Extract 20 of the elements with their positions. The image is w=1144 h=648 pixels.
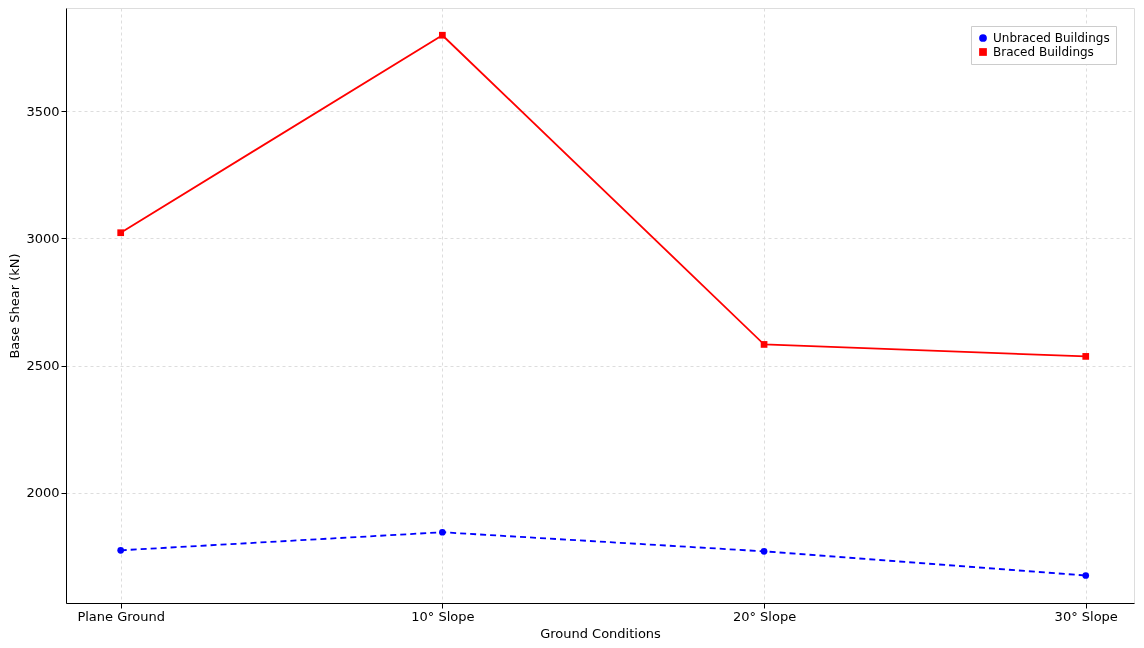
point: [439, 31, 446, 39]
x-tick-label: 20° Slope: [732, 608, 797, 624]
y-tick-label: 2000: [26, 485, 60, 501]
point: [439, 528, 446, 536]
point: [1082, 572, 1090, 579]
legend-label: Braced Buildings: [993, 45, 1094, 59]
x-tick-label: 10° Slope: [411, 608, 475, 624]
y-tick-label: 2500: [26, 358, 60, 374]
point: [117, 546, 125, 554]
x-tick-label: 30° Slope: [1054, 608, 1118, 624]
point: [760, 341, 768, 348]
y-axis-title: Base Shear (kN): [7, 253, 23, 359]
point: [760, 547, 768, 555]
point: [1082, 353, 1090, 360]
x-axis-title: Ground Conditions: [540, 625, 662, 641]
point: [117, 229, 125, 237]
y-tick-label: 3500: [26, 103, 60, 119]
y-tick-label: 3000: [26, 230, 60, 246]
legend-label: Unbraced Buildings: [993, 31, 1110, 45]
x-tick-label: Plane Ground: [77, 608, 165, 624]
